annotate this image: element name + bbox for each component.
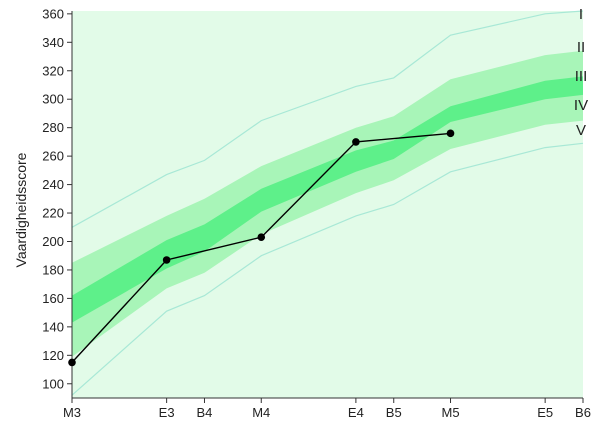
band-40-60 xyxy=(72,76,583,323)
x-tick-label: B5 xyxy=(386,405,402,420)
x-tick-label: M5 xyxy=(441,405,459,420)
upper-outer-line xyxy=(71,10,584,228)
level-label: I xyxy=(579,6,583,23)
level-label: V xyxy=(576,122,586,139)
x-tick-label: E4 xyxy=(348,405,364,420)
y-tick-label: 260 xyxy=(42,149,64,164)
x-tick-label: M3 xyxy=(63,405,81,420)
level-label: IV xyxy=(574,97,588,114)
y-tick-label: 120 xyxy=(42,348,64,363)
x-tick-label: M4 xyxy=(252,405,270,420)
x-tick-label: B6 xyxy=(575,405,591,420)
series-layer xyxy=(68,129,455,367)
x-tick-label: B4 xyxy=(197,405,213,420)
y-tick-label: 200 xyxy=(42,234,64,249)
data-point xyxy=(257,233,266,242)
y-tick-label: 360 xyxy=(42,6,64,21)
y-tick-label: 180 xyxy=(42,262,64,277)
level-label: II xyxy=(577,39,585,56)
bands-layer xyxy=(72,11,583,398)
axes-layer: 100 120 140 160 180 200 220 240 260 280 300 320 340 3… xyxy=(42,6,591,420)
y-axis-title: Vaardigheidsscore xyxy=(13,152,29,267)
y-tick-label: 300 xyxy=(42,92,64,107)
y-tick-label: 280 xyxy=(42,120,64,135)
y-tick-label: 160 xyxy=(42,291,64,306)
x-tick-label: E3 xyxy=(159,405,175,420)
y-tick-label: 320 xyxy=(42,63,64,78)
y-tick-label: 340 xyxy=(42,35,64,50)
data-point xyxy=(162,256,171,264)
y-tick-label: 220 xyxy=(42,206,64,221)
y-tick-label: 240 xyxy=(42,177,64,192)
lower-outer-line xyxy=(71,142,584,396)
band-25-75 xyxy=(72,50,583,357)
data-point xyxy=(446,129,455,138)
data-point xyxy=(68,358,76,367)
level-label: III xyxy=(575,68,588,85)
outer-lines-layer xyxy=(71,10,584,396)
y-tick-label: 100 xyxy=(42,376,64,391)
x-tick-label: E5 xyxy=(537,405,553,420)
y-tick-label: 140 xyxy=(42,319,64,334)
data-point xyxy=(352,138,360,146)
